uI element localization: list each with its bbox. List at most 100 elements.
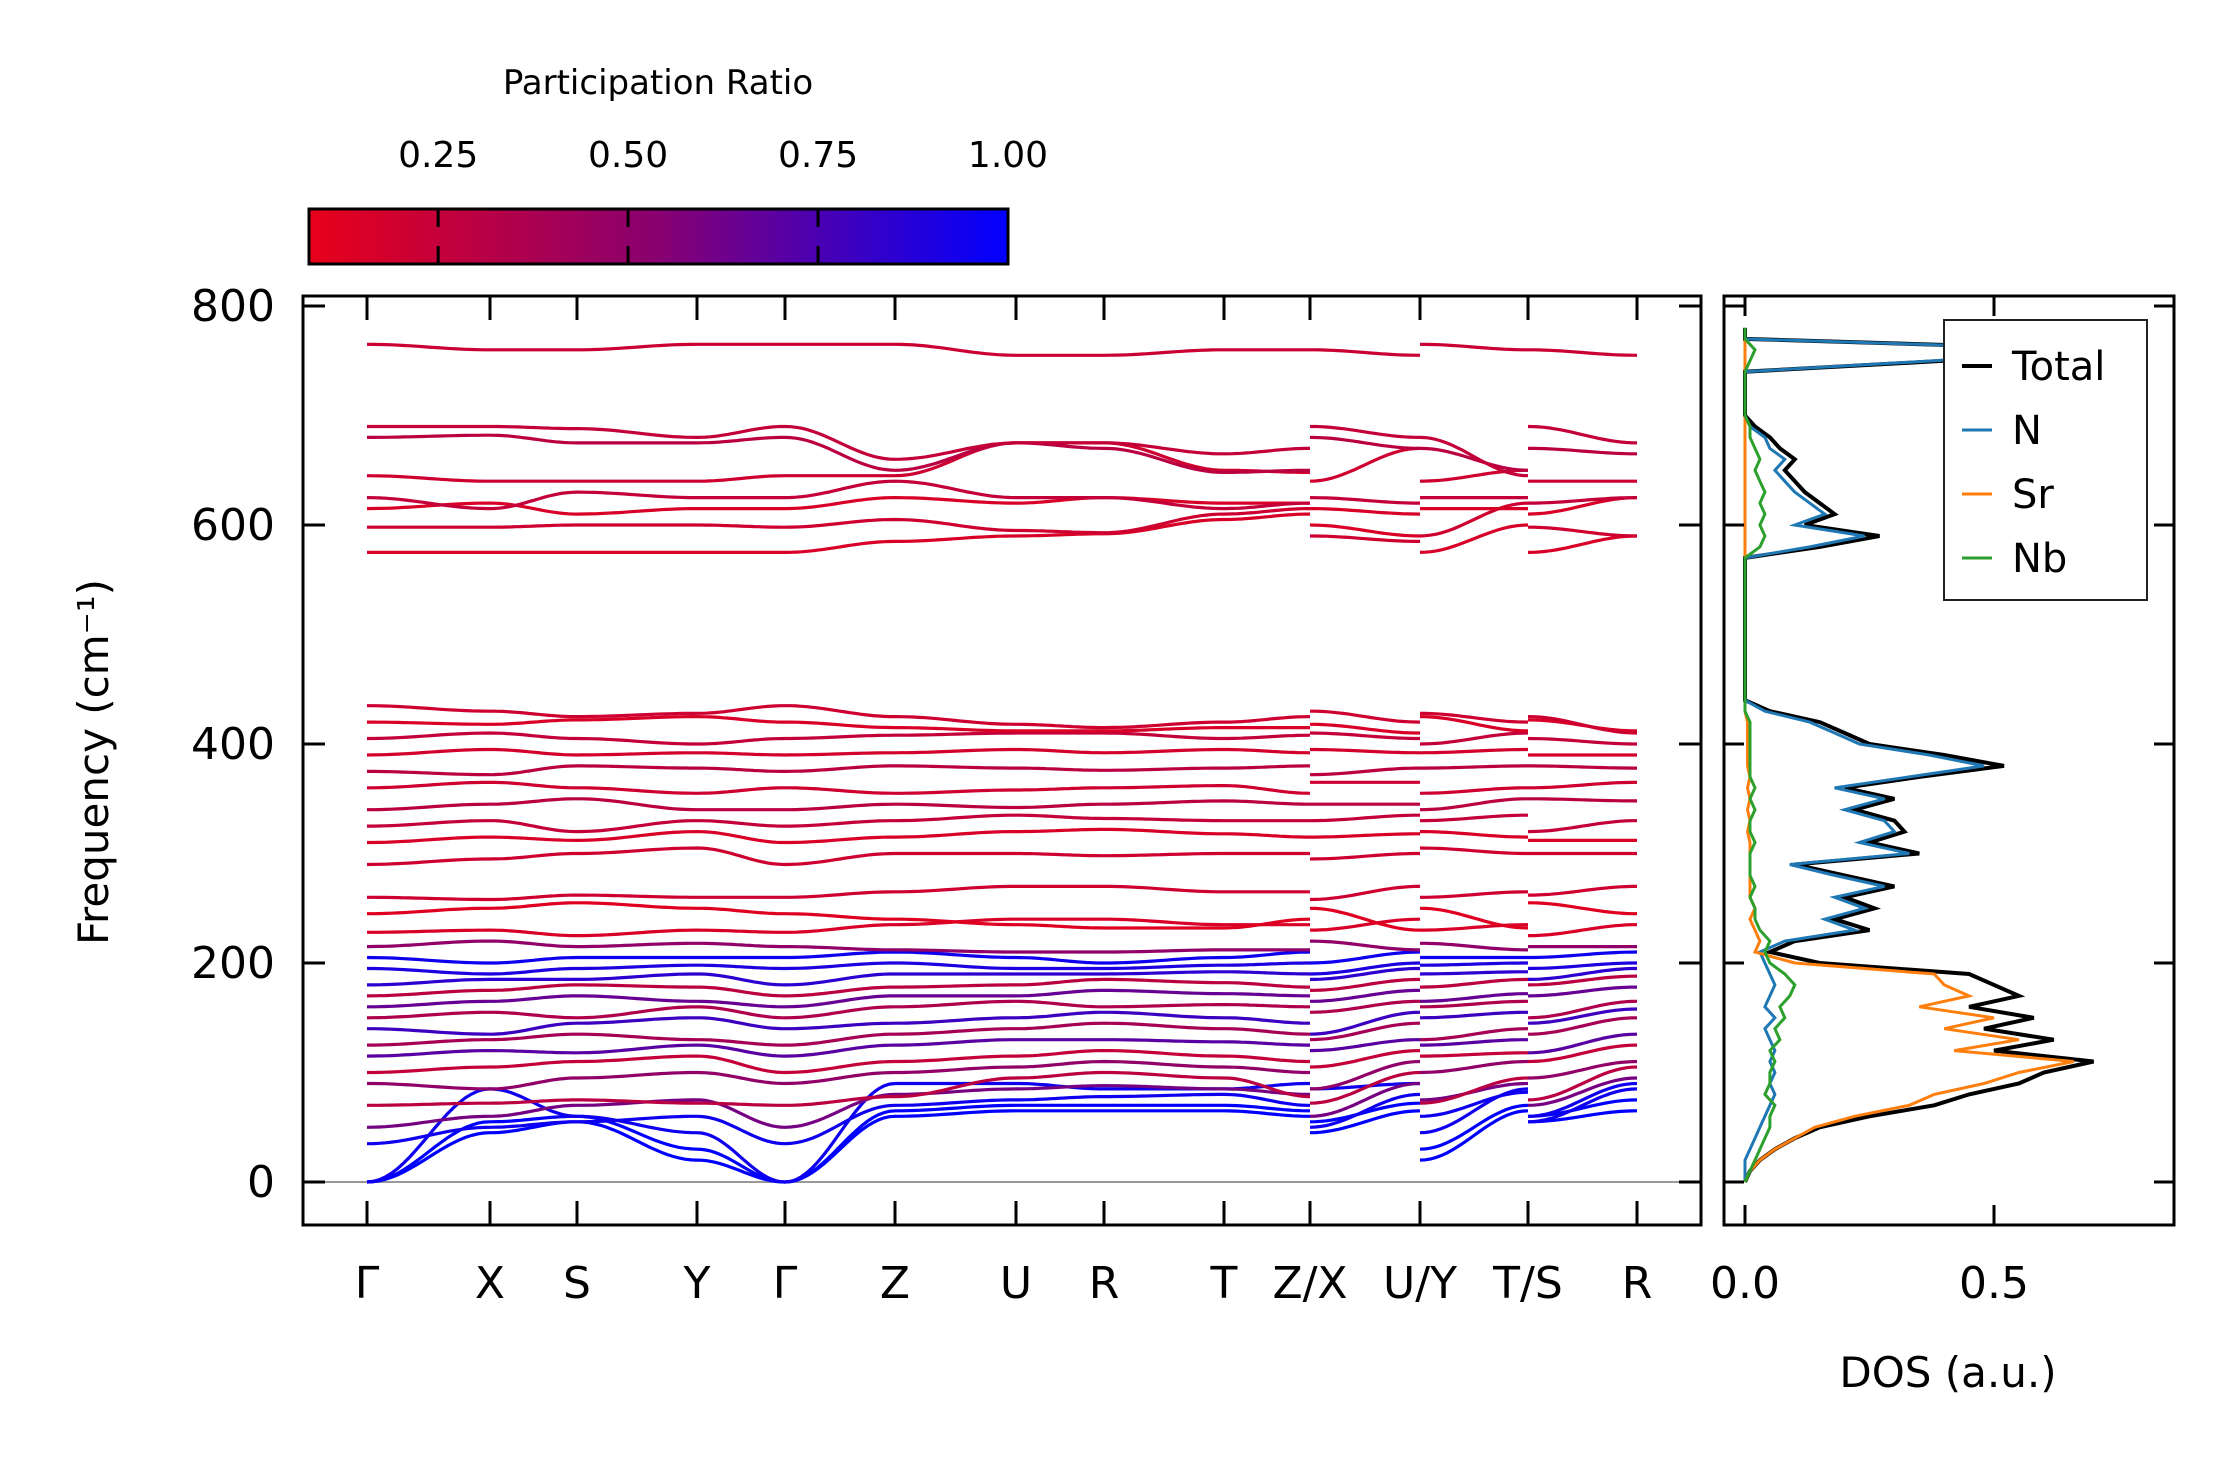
phonon-band bbox=[1527, 1032, 1638, 1055]
phonon-band bbox=[1309, 961, 1421, 976]
phonon-band bbox=[1528, 496, 1638, 505]
phonon-band bbox=[1419, 970, 1528, 976]
phonon-band bbox=[367, 970, 1311, 987]
phonon-band bbox=[367, 764, 1310, 777]
phonon-band bbox=[1309, 1010, 1421, 1036]
phonon-band bbox=[1309, 766, 1420, 777]
phonon-band bbox=[1309, 1038, 1420, 1053]
phonon-band bbox=[1309, 950, 1421, 965]
phonon-band bbox=[366, 342, 1310, 357]
phonon-band bbox=[1527, 1076, 1638, 1107]
phonon-band bbox=[1419, 786, 1528, 795]
phonon-band bbox=[1528, 780, 1638, 790]
phonon-band bbox=[1309, 446, 1421, 483]
phonon-band bbox=[1527, 961, 1637, 971]
y-tick-label: 800 bbox=[191, 281, 275, 332]
y-axis-label: Frequency (cm⁻¹) bbox=[69, 579, 118, 945]
kpoint-label: U/Y bbox=[1383, 1258, 1457, 1309]
phonon-band bbox=[1309, 731, 1420, 741]
phonon-band bbox=[1420, 1051, 1528, 1058]
phonon-band bbox=[1420, 830, 1529, 839]
phonon-band bbox=[366, 479, 1310, 511]
dos-line-n bbox=[1743, 327, 2094, 1182]
phonon-band bbox=[1420, 992, 1528, 1003]
phonon-band bbox=[367, 988, 1311, 1009]
phonon-band bbox=[366, 939, 1310, 954]
kpoint-label: Z/X bbox=[1272, 1258, 1347, 1309]
dos-axes-frame bbox=[1722, 294, 2176, 1227]
dos-x-axis-label: DOS (a.u.) bbox=[1839, 1348, 2056, 1397]
legend-label-nb: Nb bbox=[2012, 536, 2067, 582]
phonon-band bbox=[1419, 846, 1528, 856]
phonon-band bbox=[1310, 988, 1420, 1003]
phonon-band bbox=[1527, 1065, 1638, 1102]
phonon-band bbox=[1420, 764, 1528, 770]
phonon-band bbox=[367, 1049, 1310, 1075]
phonon-band bbox=[1527, 1007, 1638, 1025]
phonon-band bbox=[1419, 813, 1528, 823]
phonon-band bbox=[1419, 342, 1528, 352]
kpoint-label: U bbox=[1000, 1258, 1032, 1309]
phonon-band bbox=[367, 1010, 1310, 1036]
phonon-band bbox=[1419, 446, 1529, 472]
phonon-band bbox=[1419, 523, 1529, 554]
phonon-band bbox=[1309, 906, 1421, 932]
phonon-band bbox=[1420, 890, 1529, 899]
phonon-band bbox=[1527, 819, 1637, 834]
phonon-band bbox=[1528, 884, 1637, 897]
phonon-band bbox=[1310, 722, 1420, 735]
phonon-band bbox=[1310, 507, 1421, 516]
phonon-band bbox=[1528, 797, 1637, 803]
phonon-band bbox=[1528, 764, 1637, 770]
phonon-band bbox=[1419, 731, 1529, 746]
phonon-band bbox=[1419, 1059, 1529, 1075]
phonon-band bbox=[366, 977, 1310, 998]
phonon-band bbox=[367, 827, 1310, 845]
phonon-band bbox=[1527, 1059, 1638, 1080]
phonon-band bbox=[1420, 999, 1529, 1009]
phonon-band bbox=[1528, 446, 1637, 456]
phonon-band bbox=[367, 731, 1311, 746]
phonon-band bbox=[1309, 813, 1420, 823]
phonon-band bbox=[1309, 1049, 1421, 1069]
phonon-band bbox=[1527, 1087, 1638, 1124]
phonon-band bbox=[367, 512, 1310, 554]
phonon-band bbox=[1419, 1087, 1529, 1135]
phonon-band bbox=[1419, 1109, 1529, 1162]
phonon-band bbox=[367, 715, 1310, 733]
phonon-band bbox=[1420, 941, 1529, 952]
phonon-band bbox=[367, 797, 1310, 812]
phonon-band bbox=[366, 999, 1310, 1020]
phonon-band bbox=[1419, 1103, 1529, 1151]
kpoint-label: Y bbox=[683, 1258, 711, 1309]
colorbar-gradient bbox=[307, 207, 1010, 266]
phonon-band bbox=[1309, 939, 1421, 952]
colorbar: Participation Ratio 0.25 0.50 0.75 1.00 bbox=[307, 63, 1048, 266]
phonon-band bbox=[367, 961, 1310, 976]
phonon-band bbox=[1419, 906, 1529, 930]
phonon-band bbox=[1528, 348, 1638, 357]
phonon-band bbox=[367, 1059, 1310, 1091]
phonon-band bbox=[1310, 534, 1420, 543]
phonon-band bbox=[1309, 1070, 1421, 1105]
phonon-band bbox=[1310, 747, 1421, 755]
phonon-band bbox=[367, 901, 1311, 930]
dos-x-tick-label: 0.5 bbox=[1959, 1258, 2029, 1309]
phonon-band bbox=[1310, 832, 1420, 839]
kpoint-label: T/S bbox=[1492, 1258, 1563, 1309]
y-tick-label: 200 bbox=[191, 938, 275, 989]
phonon-band bbox=[1309, 496, 1420, 505]
phonon-band bbox=[366, 950, 1311, 965]
phonon-band bbox=[1527, 1081, 1638, 1118]
phonon-band bbox=[1528, 901, 1637, 916]
phonon-band bbox=[1309, 1109, 1421, 1135]
phonon-band bbox=[1527, 534, 1638, 554]
phonon-band bbox=[1419, 1090, 1529, 1118]
phonon-band bbox=[1309, 1081, 1421, 1118]
phonon-band bbox=[366, 1083, 1310, 1129]
phonon-band bbox=[1309, 435, 1421, 450]
colorbar-tick-label: 0.75 bbox=[778, 135, 858, 176]
dos-plot: 0.0 0.5 DOS (a.u.) Total N Sr Nb bbox=[1710, 294, 2176, 1397]
phonon-band bbox=[1527, 1043, 1638, 1064]
